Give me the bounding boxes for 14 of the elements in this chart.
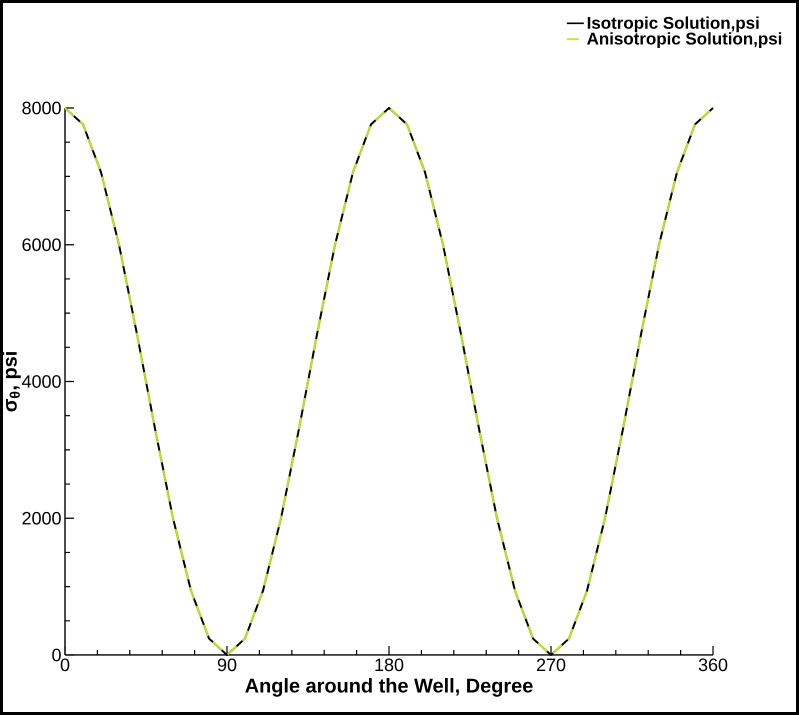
x-tick-label: 270	[536, 658, 566, 672]
x-tick-label: 180	[375, 658, 404, 672]
legend-label: Isotropic Solution,psi	[588, 16, 759, 32]
y-tick-label: 6000	[22, 238, 61, 252]
y-tick-label: 4000	[22, 375, 61, 388]
x-axis-title: Angle around the Well, Degree	[245, 678, 533, 697]
y-tick-label: 0	[52, 648, 61, 662]
x-tick-label: 90	[218, 658, 236, 672]
y-axis-title: σ$_{θ}$, psi	[2, 352, 21, 412]
y-tick-label: 8000	[22, 102, 61, 114]
y-tick-label: 2000	[22, 512, 61, 525]
legend-label: Anisotropic Solution,psi	[587, 32, 782, 48]
x-tick-label: 360	[698, 658, 728, 672]
x-tick-label: 0	[60, 658, 70, 672]
